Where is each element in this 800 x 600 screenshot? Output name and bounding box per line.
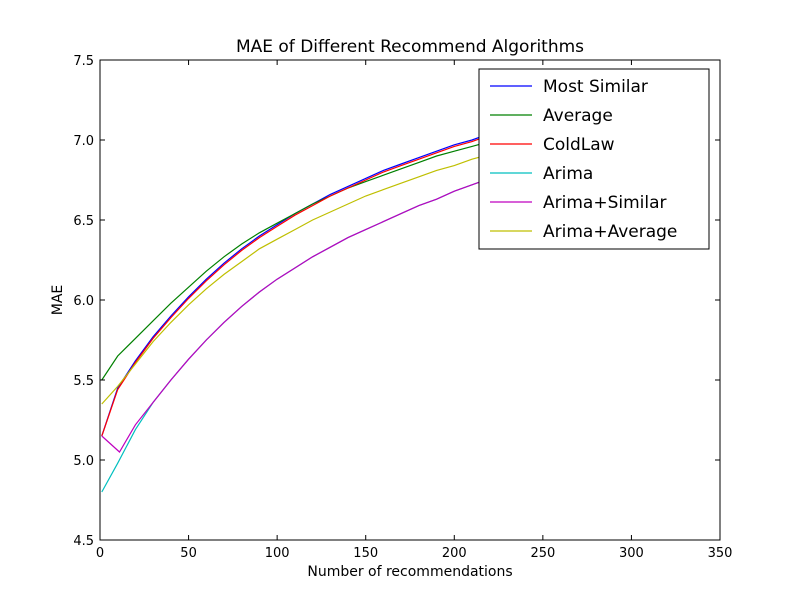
x-tick-label-5: 250: [530, 546, 555, 561]
legend-label-5: Arima+Average: [543, 222, 677, 242]
x-tick-label-7: 350: [708, 546, 733, 561]
ticks-layer: 0 50 100 150 200 250 300 350 4.5 5.0 5.5 6.0 6.5 7.0 7…: [73, 54, 732, 561]
y-tick-label-1: 5.0: [73, 454, 94, 469]
y-tick-label-0: 4.5: [73, 534, 94, 549]
legend-label-3: Arima: [543, 164, 593, 184]
legend-label-4: Arima+Similar: [543, 193, 667, 213]
y-tick-label-6: 7.5: [73, 54, 94, 69]
x-tick-label-4: 200: [442, 546, 467, 561]
legend-label-1: Average: [543, 106, 613, 126]
x-tick-label-2: 100: [265, 546, 290, 561]
y-axis-label: MAE: [50, 285, 66, 316]
y-tick-label-5: 7.0: [73, 134, 94, 149]
y-tick-label-3: 6.0: [73, 294, 94, 309]
chart-title: MAE of Different Recommend Algorithms: [236, 37, 584, 57]
legend-label-0: Most Similar: [543, 77, 648, 97]
x-tick-label-6: 300: [619, 546, 644, 561]
x-tick-label-0: 0: [96, 546, 104, 561]
y-tick-label-4: 6.5: [73, 214, 94, 229]
legend: Most Similar Average ColdLaw Arima Arima+Sim…: [478, 68, 710, 250]
x-tick-label-1: 50: [180, 546, 197, 561]
x-tick-label-3: 150: [353, 546, 378, 561]
legend-box: [478, 68, 710, 250]
y-tick-label-2: 5.5: [73, 374, 94, 389]
legend-label-2: ColdLaw: [543, 135, 615, 155]
x-axis-label: Number of recommendations: [307, 564, 512, 580]
